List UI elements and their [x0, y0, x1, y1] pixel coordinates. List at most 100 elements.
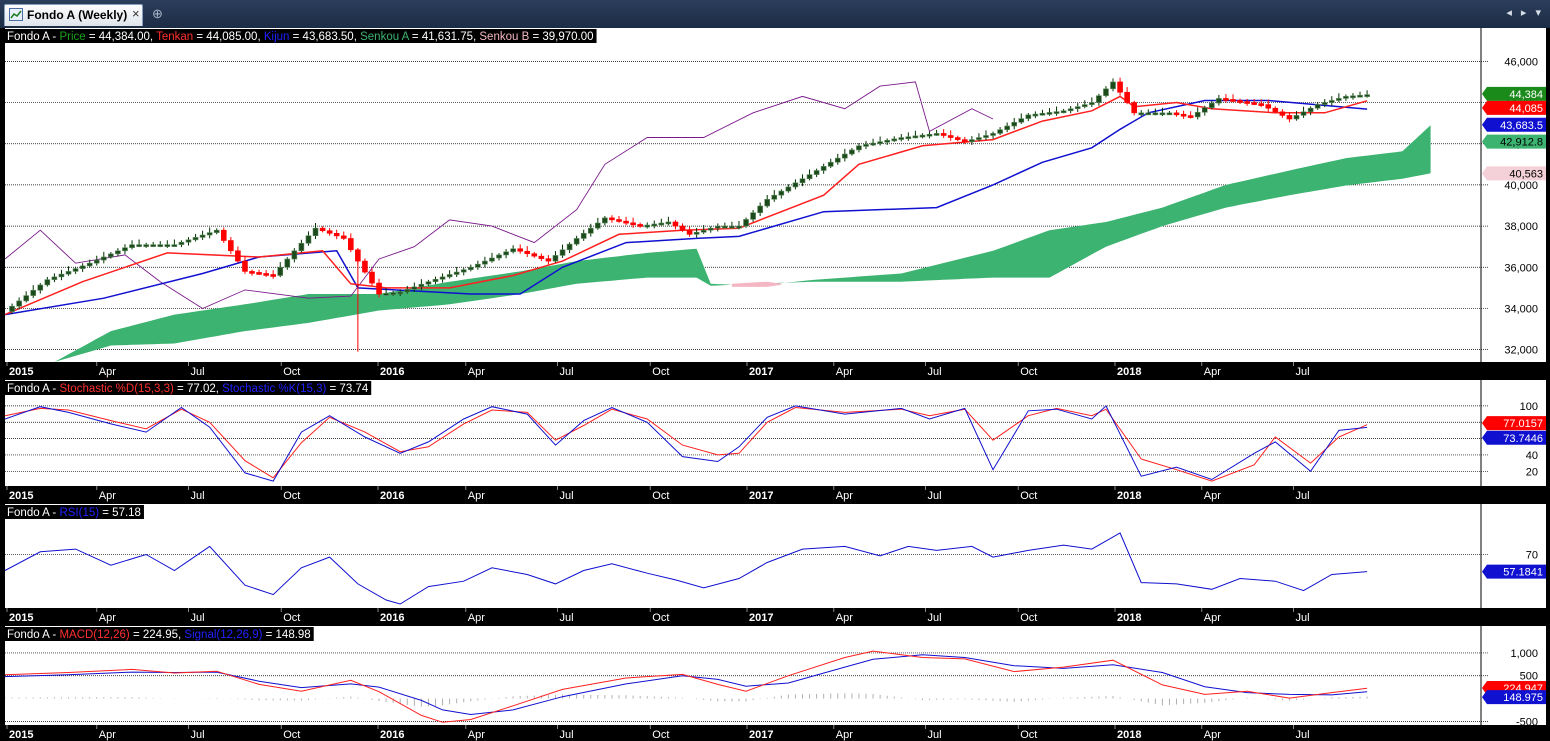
candle-up — [891, 138, 898, 142]
x-tick-label: Apr — [836, 366, 853, 378]
y-tick-label: 38,000 — [1504, 221, 1538, 233]
candle-up — [771, 194, 778, 200]
panel-left-border — [0, 504, 5, 625]
candle-up — [1336, 98, 1342, 101]
candle-down — [686, 229, 693, 235]
candle-up — [44, 279, 51, 286]
panel-header-segment: Tenkan — [156, 31, 193, 43]
candle-up — [37, 284, 44, 291]
chart-tab[interactable]: Fondo A (Weekly) × — [4, 4, 143, 26]
panel-header-segment: = 44,085.00, — [193, 31, 264, 43]
tenkan-line — [5, 95, 1368, 316]
panel-header-text: Fondo A - Price = 44,384.00, Tenkan = 44… — [7, 31, 594, 43]
y-axis-strip — [1481, 28, 1546, 380]
candle-down — [220, 229, 227, 241]
x-tick-label: 2015 — [9, 366, 33, 378]
macd-line — [5, 650, 1368, 723]
plot-area[interactable] — [5, 650, 1368, 723]
x-axis-band — [0, 608, 1550, 625]
candle-up — [65, 271, 72, 275]
candle-up — [743, 219, 749, 227]
candle-down — [256, 272, 262, 275]
candle-up — [199, 234, 206, 238]
candle-up — [990, 133, 996, 136]
plot-area[interactable] — [5, 77, 1431, 362]
candle-up — [192, 237, 199, 241]
x-axis-band — [0, 725, 1550, 741]
candle-up — [425, 281, 432, 285]
candle-up — [453, 271, 460, 275]
x-tick-label: Apr — [99, 366, 116, 378]
candle-up — [827, 161, 834, 167]
candle-up — [729, 225, 735, 229]
panel-header: Fondo A - Price = 44,384.00, Tenkan = 44… — [5, 29, 597, 43]
candle-down — [263, 273, 269, 276]
x-tick-label: 2015 — [9, 729, 33, 741]
candle-up — [1074, 106, 1081, 110]
y-axis-strip — [1481, 504, 1546, 625]
panel-header-segment: = 44,384.00, — [86, 31, 156, 43]
candle-up — [566, 243, 573, 251]
chart-area[interactable]: 32,00034,00036,00038,00040,00042,00044,0… — [0, 28, 1550, 741]
candle-up — [1307, 107, 1314, 113]
candle-up — [79, 265, 86, 269]
candle-up — [757, 205, 763, 214]
plot-area[interactable] — [5, 532, 1368, 605]
x-tick-label: Apr — [1204, 366, 1221, 378]
x-tick-label: Oct — [1020, 490, 1037, 502]
x-tick-label: Oct — [283, 366, 300, 378]
candle-up — [1216, 98, 1222, 104]
candle-up — [404, 289, 411, 293]
candle-down — [679, 225, 686, 231]
candle-down — [1237, 100, 1243, 103]
pin-icon[interactable]: ⊕ — [152, 6, 163, 21]
window-titlebar: Fondo A (Weekly) × ⊕ ◂ ▸ ▾ — [0, 0, 1550, 28]
panel-header-segment: Fondo A - — [7, 629, 59, 641]
candle-down — [524, 250, 531, 254]
value-badge-text: 40,563 — [1509, 168, 1543, 180]
x-tick-label: Jul — [928, 366, 942, 378]
panel-header-segment: MACD(12,26) — [59, 629, 129, 641]
panel-header-text: Fondo A - MACD(12,26) = 224.95, Signal(1… — [7, 629, 311, 641]
close-icon[interactable]: × — [132, 6, 140, 21]
candle-up — [115, 250, 121, 255]
panel-header-segment: Senkou B — [479, 31, 529, 43]
candle-down — [1286, 115, 1293, 120]
candle-up — [312, 227, 319, 237]
candle-up — [383, 293, 389, 296]
x-tick-label: Jul — [191, 729, 205, 741]
tab-navigation-icons[interactable]: ◂ ▸ ▾ — [1506, 7, 1544, 19]
plot-area[interactable] — [5, 405, 1368, 482]
x-axis-band — [0, 486, 1550, 503]
candle-down — [270, 274, 276, 277]
panel-header-segment: Senkou A — [360, 31, 410, 43]
stochastic-panel[interactable]: 204060801002015AprJulOct2016AprJulOct201… — [0, 380, 1550, 505]
candle-down — [1265, 104, 1272, 109]
candle-up — [722, 225, 728, 229]
x-tick-label: Apr — [99, 729, 116, 741]
candle-up — [595, 222, 601, 229]
x-tick-label: Apr — [1204, 729, 1221, 741]
value-badge — [1482, 690, 1546, 705]
x-tick-label: Jul — [1295, 612, 1309, 624]
panel-left-border — [0, 626, 5, 741]
x-tick-label: Apr — [836, 612, 853, 624]
candle-up — [884, 139, 890, 143]
candle-up — [164, 244, 171, 247]
tab-title: Fondo A (Weekly) — [27, 8, 128, 22]
x-tick-label: 2016 — [380, 490, 404, 502]
price-panel[interactable]: 32,00034,00036,00038,00040,00042,00044,0… — [0, 28, 1550, 382]
y-tick-label: 70 — [1526, 549, 1538, 561]
panel-header-segment: = 41,631.75, — [409, 31, 480, 43]
x-tick-label: Apr — [1204, 612, 1221, 624]
candle-up — [997, 129, 1003, 134]
candle-up — [1201, 107, 1208, 113]
candle-up — [820, 166, 827, 171]
rsi-panel[interactable]: 70 2015 Apr Jul Oct 2016 Apr Jul Oct 2017 Apr Jul Oc… — [0, 504, 1550, 627]
candle-up — [863, 144, 869, 147]
candle-down — [376, 282, 382, 295]
candle-up — [1060, 110, 1067, 114]
candle-up — [665, 221, 672, 225]
candle-down — [1223, 98, 1229, 101]
